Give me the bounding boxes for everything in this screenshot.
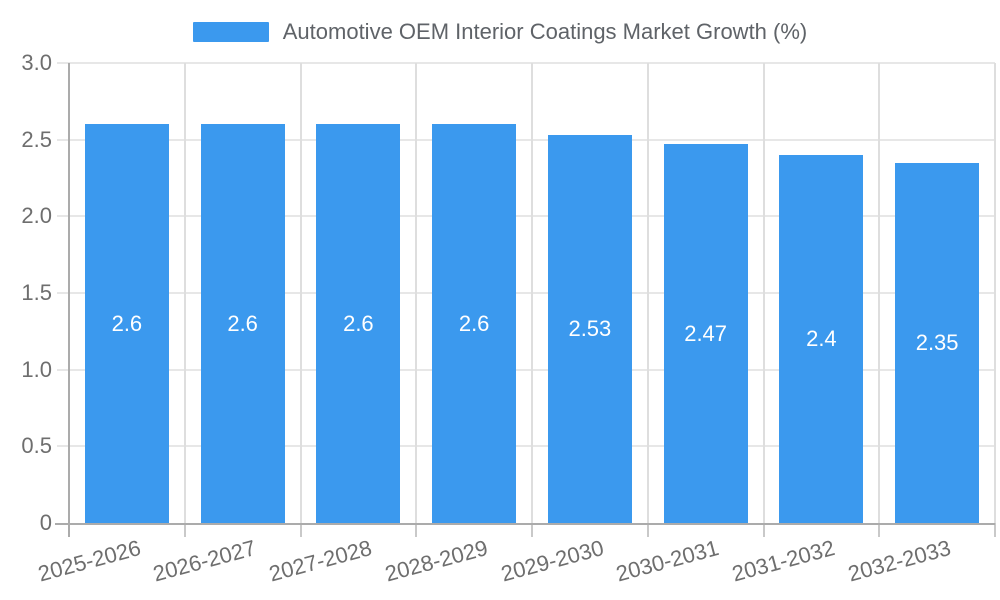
legend-title: Automotive OEM Interior Coatings Market … bbox=[282, 19, 808, 44]
bar: 2.4 bbox=[779, 155, 864, 523]
x-tick bbox=[878, 523, 881, 537]
bar-value-label: 2.6 bbox=[343, 310, 374, 336]
bar-value-label: 2.47 bbox=[684, 320, 728, 346]
x-tick bbox=[531, 523, 533, 537]
bar: 2.6 bbox=[316, 124, 401, 523]
x-tick bbox=[762, 523, 765, 537]
y-tick-label: 1.5 bbox=[21, 280, 52, 305]
y-tick-label: 2.5 bbox=[21, 126, 52, 152]
x-tick-label: 2026-2027 bbox=[150, 535, 259, 587]
y-gridline bbox=[57, 368, 995, 371]
bar: 2.35 bbox=[895, 162, 980, 523]
legend-swatch bbox=[192, 22, 269, 42]
x-tick-label: 2027-2028 bbox=[266, 535, 375, 587]
bar: 2.6 bbox=[200, 124, 285, 523]
x-tick-label: 2025-2026 bbox=[34, 535, 144, 587]
x-tick-label: 2030-2031 bbox=[613, 535, 722, 587]
bar: 2.47 bbox=[663, 144, 748, 523]
x-gridline bbox=[415, 63, 418, 523]
bar: 2.6 bbox=[84, 124, 169, 523]
x-gridline bbox=[299, 63, 302, 523]
y-axis bbox=[68, 63, 70, 525]
bar-value-label: 2.6 bbox=[111, 310, 143, 336]
x-gridline bbox=[878, 63, 881, 523]
y-gridline bbox=[57, 215, 995, 218]
y-tick-label: 0 bbox=[39, 510, 52, 535]
x-tick-label: 2031-2032 bbox=[729, 535, 838, 587]
x-gridline bbox=[531, 63, 533, 523]
bar-value-label: 2.4 bbox=[806, 326, 837, 351]
x-tick-label: 2029-2030 bbox=[497, 535, 607, 587]
x-gridline bbox=[762, 63, 765, 523]
bar-value-label: 2.6 bbox=[458, 310, 490, 336]
x-tick bbox=[68, 523, 70, 537]
x-tick bbox=[415, 523, 418, 537]
y-gridline bbox=[57, 138, 995, 141]
x-tick bbox=[646, 523, 649, 537]
legend: Automotive OEM Interior Coatings Market … bbox=[0, 20, 1000, 44]
y-gridline bbox=[57, 292, 995, 294]
bar-value-label: 2.53 bbox=[568, 316, 612, 342]
x-axis bbox=[55, 523, 995, 525]
x-gridline bbox=[994, 63, 996, 523]
x-gridline bbox=[183, 63, 186, 523]
x-tick bbox=[183, 523, 186, 537]
bar: 2.6 bbox=[432, 124, 517, 523]
y-tick-label: 3.0 bbox=[21, 50, 52, 75]
y-tick-label: 1.0 bbox=[21, 356, 52, 382]
bar-value-label: 2.35 bbox=[915, 329, 959, 355]
x-tick bbox=[994, 523, 996, 537]
y-tick-label: 0.5 bbox=[21, 433, 52, 459]
bar-value-label: 2.6 bbox=[227, 310, 258, 336]
bar: 2.53 bbox=[547, 135, 632, 523]
y-gridline bbox=[57, 445, 995, 448]
y-gridline bbox=[57, 62, 995, 64]
y-tick-label: 2.0 bbox=[21, 203, 52, 229]
x-tick-label: 2028-2029 bbox=[382, 535, 491, 587]
x-tick-label: 2032-2033 bbox=[845, 535, 954, 587]
x-gridline bbox=[646, 63, 649, 523]
x-tick bbox=[299, 523, 302, 537]
